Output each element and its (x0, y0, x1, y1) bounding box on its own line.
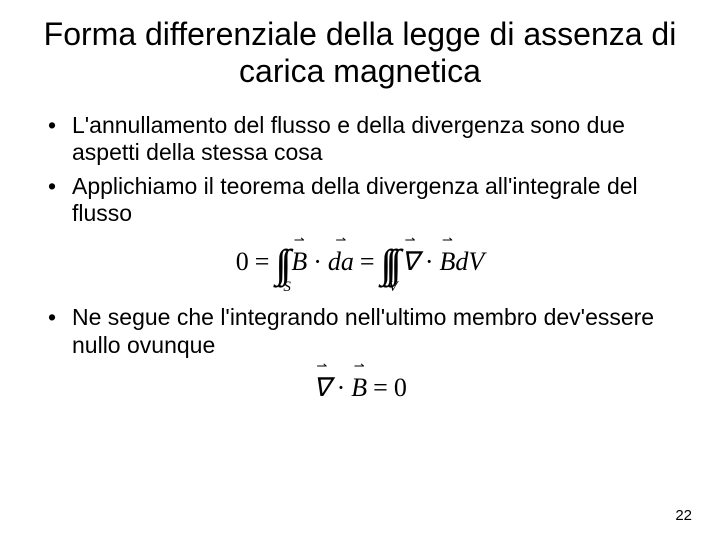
dot-operator: · (337, 373, 346, 403)
triple-integral-icon: ∫∫∫ (381, 244, 402, 284)
eq2-equals: = (373, 373, 388, 403)
page-number: 22 (675, 507, 692, 524)
vector-nabla: ⇀∇ (401, 247, 418, 277)
dot-operator: · (425, 247, 434, 277)
eq1-equals-b: = (360, 242, 375, 282)
bullet-item: L'annullamento del flusso e della diverg… (48, 112, 680, 167)
vector-arrow-icon: ⇀ (316, 358, 327, 374)
dV: dV (455, 247, 484, 277)
vector-B: ⇀B (440, 247, 456, 277)
vector-B: ⇀B (291, 247, 307, 277)
surface-sub: S (283, 279, 291, 296)
bullet-list: Ne segue che l'integrando nell'ultimo me… (40, 304, 680, 359)
eq1-zero: 0 (236, 242, 249, 282)
double-integral-icon: ∫∫ (275, 244, 291, 284)
dot-operator: · (313, 247, 322, 277)
slide: Forma differenziale della legge di assen… (0, 0, 720, 540)
volume-sub: V (389, 279, 398, 296)
eq1-equals-a: = (255, 242, 270, 282)
bullet-item: Applichiamo il teorema della divergenza … (48, 173, 680, 228)
vector-da: ⇀da (328, 247, 354, 277)
vector-nabla: ⇀∇ (313, 373, 330, 403)
slide-title: Forma differenziale della legge di assen… (40, 16, 680, 90)
bullet-item: Ne segue che l'integrando nell'ultimo me… (48, 304, 680, 359)
vector-B: ⇀B (351, 373, 367, 403)
equation-2: ⇀∇ · ⇀B = 0 (40, 373, 680, 403)
vector-arrow-icon: ⇀ (405, 232, 416, 248)
eq2-zero: 0 (394, 373, 407, 403)
vector-arrow-icon: ⇀ (294, 232, 305, 248)
volume-integral: ∫∫∫ V (381, 242, 402, 282)
surface-integral: ∫∫ S (275, 242, 291, 282)
bullet-list: L'annullamento del flusso e della diverg… (40, 112, 680, 228)
vector-arrow-icon: ⇀ (442, 232, 453, 248)
vector-arrow-icon: ⇀ (354, 358, 365, 374)
vector-arrow-icon: ⇀ (335, 232, 346, 248)
equation-1: 0 = ∫∫ S ⇀B · ⇀da = ∫∫∫ V ⇀∇ (40, 242, 680, 282)
